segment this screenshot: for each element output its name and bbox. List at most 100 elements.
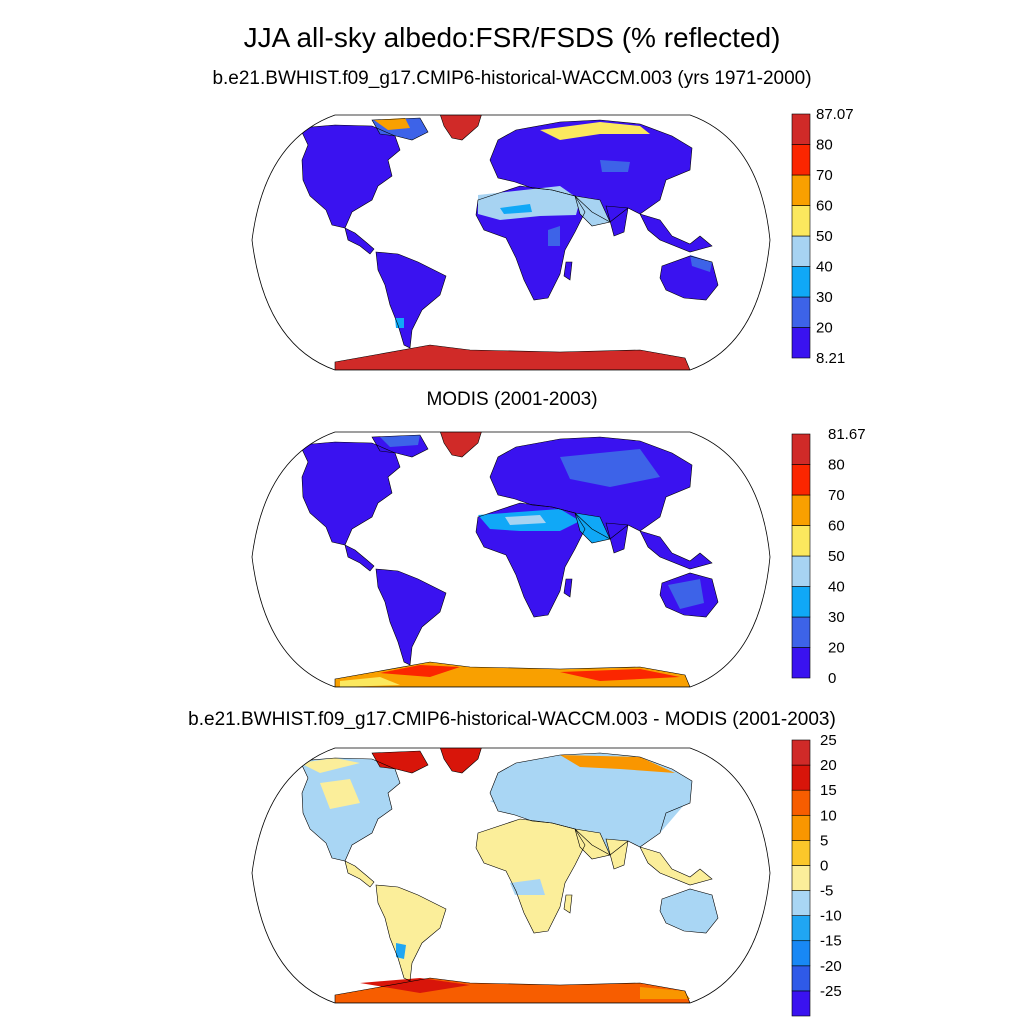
colorbar-tick-label: -5: [820, 883, 833, 900]
coastline-india: [605, 522, 629, 554]
land-madagascar: [564, 579, 572, 597]
coastline-samerica: [375, 251, 447, 349]
map-outline: [251, 747, 771, 1004]
colorbar-tick-label: 81.67: [828, 426, 866, 443]
colorbar-swatch: [791, 296, 811, 328]
coastline-africa: [475, 185, 586, 301]
colorbar-tick-label: 20: [820, 757, 837, 774]
field-patch: [478, 825, 570, 843]
colorbar-swatch: [791, 235, 811, 267]
main-title: JJA all-sky albedo:FSR/FSDS (% reflected…: [243, 22, 781, 53]
coastline-samerica: [375, 884, 447, 982]
coastline-seasia: [639, 846, 713, 886]
coastline-arabia: [574, 828, 611, 860]
field-patch: [540, 122, 650, 140]
colorbar-swatch: [791, 327, 811, 359]
coastline-madagascar: [563, 894, 573, 914]
colorbar-tick-label: 20: [828, 640, 845, 657]
field-patch: [600, 160, 630, 172]
coastline-madagascar: [563, 578, 573, 598]
coastline-camerica: [344, 227, 375, 255]
field-patch: [505, 515, 546, 525]
coastline-namerica: [299, 441, 401, 546]
coastline-seasia: [639, 530, 713, 570]
land-seasia: [640, 214, 712, 252]
colorbar-swatch: [791, 555, 811, 587]
colorbar-tick-label: -20: [820, 958, 842, 975]
land-namerica: [300, 125, 400, 228]
land-seasia: [640, 531, 712, 569]
colorbar-tick-label: 60: [816, 198, 833, 215]
coastline-camerica: [344, 860, 375, 888]
colorbar-swatch: [791, 965, 811, 992]
field-patch: [560, 669, 680, 681]
colorbar-swatch: [791, 990, 811, 1017]
colorbar-tick-label: 5: [820, 832, 828, 849]
coastline-europe: [489, 752, 693, 856]
coastline-antarctica: [334, 977, 691, 1003]
coastline-antarctica: [334, 661, 691, 687]
colorbar-difference: -25 -20 -15 -10 -5 0 5 10 15 20 25: [791, 732, 842, 1017]
colorbar-tick-label: 8.21: [816, 350, 845, 367]
land-arabia: [575, 829, 610, 859]
coastline-samerica: [375, 568, 447, 666]
land-india: [606, 839, 628, 869]
colorbar-tick-label: 30: [828, 609, 845, 626]
field-patch: [640, 987, 690, 999]
colorbar-tick-label: 87.07: [816, 106, 854, 123]
field-patch: [510, 879, 545, 895]
coastline-madagascar: [563, 261, 573, 281]
coastline-australia: [659, 888, 719, 934]
colorbar-tick-label: 0: [828, 670, 836, 687]
panel-2-title: MODIS (2001-2003): [426, 389, 598, 410]
colorbar-tick-label: 0: [820, 857, 828, 874]
coastline-seasia: [639, 213, 713, 253]
map-panel-difference: [251, 747, 771, 1004]
field-patch: [320, 779, 360, 809]
field-patch: [380, 435, 420, 447]
colorbar-swatch: [791, 789, 811, 816]
field-patch: [490, 783, 690, 838]
colorbar-swatch: [791, 840, 811, 866]
land-arabia: [575, 196, 610, 226]
colorbar-tick-label: 60: [828, 518, 845, 535]
map-outline: [251, 114, 771, 371]
colorbar-swatch: [791, 144, 811, 176]
panel-1-title: b.e21.BWHIST.f09_g17.CMIP6-historical-WA…: [212, 68, 812, 89]
colorbar-swatch: [791, 174, 811, 206]
colorbar-swatch: [791, 113, 811, 145]
colorbar-swatch: [791, 205, 811, 237]
colorbar-tick-label: 70: [828, 487, 845, 504]
land-india: [606, 523, 628, 553]
colorbar-swatch: [791, 525, 811, 557]
field-patch: [396, 943, 406, 959]
land-camerica: [345, 861, 374, 887]
colorbar-tick-label: 80: [816, 137, 833, 154]
land-europe: [490, 120, 692, 222]
land-africa: [476, 503, 585, 617]
colorbar-tick-label: -25: [820, 983, 842, 1000]
land-samerica: [376, 252, 446, 348]
colorbar-tick-label: 25: [820, 732, 837, 749]
land-samerica: [376, 885, 446, 981]
field-patch: [500, 204, 532, 214]
field-patch: [395, 318, 404, 328]
colorbar-swatch: [791, 739, 811, 766]
coastline-australia: [659, 572, 719, 618]
coastline-arabia: [574, 195, 611, 227]
land-seasia: [640, 847, 712, 885]
colorbar-tick-label: 70: [816, 167, 833, 184]
colorbar-swatch: [791, 890, 811, 916]
colorbar-swatch: [791, 586, 811, 618]
coastline-canada_n: [371, 434, 429, 458]
colorbar-tick-label: 50: [828, 548, 845, 565]
land-greenland: [440, 748, 482, 773]
colorbar-tick-label: 40: [828, 579, 845, 596]
field-patch: [340, 677, 400, 687]
field-patch: [380, 665, 460, 677]
colorbar-tick-label: 15: [820, 782, 837, 799]
colorbar-swatch: [791, 764, 811, 791]
colorbar-tick-label: 80: [828, 457, 845, 474]
coastline-europe: [489, 436, 693, 540]
map-outline: [251, 431, 771, 688]
